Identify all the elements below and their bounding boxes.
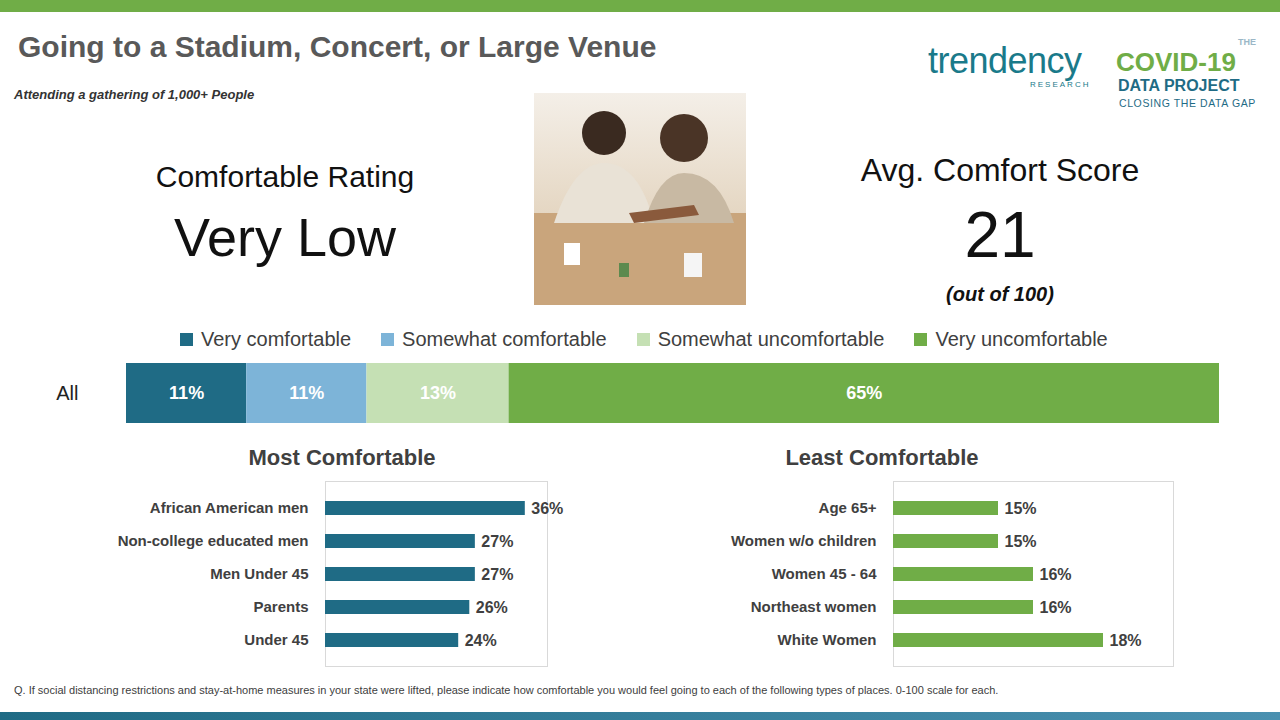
- html-text:Very comfortable: Very comfortable: [201, 328, 352, 350]
- svg-text:Parents: Parents: [253, 598, 308, 615]
- html-text:THE: THE: [1238, 37, 1256, 47]
- svg-text:27%: 27%: [481, 566, 513, 583]
- svg-text:Women w/o children: Women w/o children: [731, 532, 877, 549]
- svg-text:16%: 16%: [1040, 599, 1072, 616]
- svg-text:11%: 11%: [169, 383, 204, 403]
- html-text:Very Low: Very Low: [173, 207, 397, 267]
- html-text:trendency: trendency: [928, 40, 1082, 81]
- html-text:Very uncomfortable: Very uncomfortable: [935, 328, 1108, 350]
- html-text:DATA PROJECT: DATA PROJECT: [1118, 77, 1240, 94]
- svg-text:Women 45 - 64: Women 45 - 64: [772, 565, 877, 582]
- html-text:(out of 100): (out of 100): [946, 283, 1054, 305]
- html-text:CLOSING THE DATA GAP: CLOSING THE DATA GAP: [1119, 97, 1256, 109]
- html-text:Avg. Comfort Score: Avg. Comfort Score: [860, 152, 1140, 188]
- svg-text:27%: 27%: [481, 533, 513, 550]
- svg-text:15%: 15%: [1005, 533, 1037, 550]
- svg-text:Men Under 45: Men Under 45: [210, 565, 308, 582]
- svg-text:All: All: [56, 382, 78, 404]
- svg-text:24%: 24%: [465, 632, 497, 649]
- html-text:Most Comfortable: Most Comfortable: [248, 445, 436, 470]
- svg-text:65%: 65%: [846, 383, 882, 403]
- svg-text:11%: 11%: [289, 383, 324, 403]
- svg-text:Non-college educated men: Non-college educated men: [118, 532, 309, 549]
- html-text:Somewhat comfortable: Somewhat comfortable: [402, 328, 607, 350]
- svg-text:16%: 16%: [1040, 566, 1072, 583]
- svg-text:White Women: White Women: [778, 631, 877, 648]
- svg-text:African American men: African American men: [150, 499, 309, 516]
- html-text:RESEARCH: RESEARCH: [1030, 80, 1091, 89]
- html-text:Attending a gathering of 1,000: Attending a gathering of 1,000+ People: [14, 87, 255, 102]
- svg-text:26%: 26%: [476, 599, 508, 616]
- html-text:Somewhat uncomfortable: Somewhat uncomfortable: [657, 328, 885, 350]
- svg-text:13%: 13%: [420, 383, 456, 403]
- svg-text:Age 65+: Age 65+: [819, 499, 877, 516]
- html-text:COVID-19: COVID-19: [1116, 47, 1236, 77]
- svg-text:Northeast women: Northeast women: [751, 598, 877, 615]
- html-text:21: 21: [964, 199, 1036, 271]
- svg-text:36%: 36%: [531, 500, 563, 517]
- html-text:Q. If social distancing restri: Q. If social distancing restrictions and…: [14, 684, 999, 696]
- html-text:Going to a Stadium, Concert, o: Going to a Stadium, Concert, or Large Ve…: [18, 30, 657, 63]
- svg-text:15%: 15%: [1005, 500, 1037, 517]
- svg-text:Under 45: Under 45: [244, 631, 308, 648]
- html-text:Least Comfortable: Least Comfortable: [785, 445, 979, 470]
- svg-text:18%: 18%: [1110, 632, 1142, 649]
- html-text:Comfortable Rating: Comfortable Rating: [155, 160, 415, 193]
